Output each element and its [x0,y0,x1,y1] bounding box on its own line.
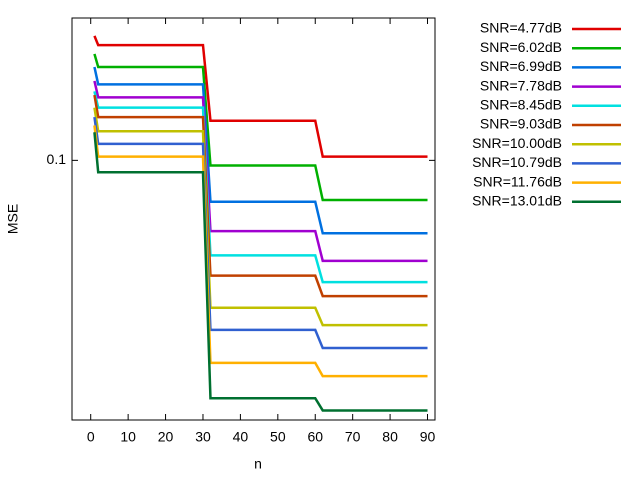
x-axis-label: n [254,456,262,472]
series-line [93,125,428,378]
x-tick-label: 60 [307,429,323,445]
x-tick-label: 50 [270,429,286,445]
plot-frame [71,17,436,421]
x-tick-label: 80 [382,429,398,445]
legend-label: SNR=11.76dB [473,173,562,189]
legend-label: SNR=6.99dB [480,58,562,74]
legend-label: SNR=10.79dB [472,154,562,170]
series-line [93,53,428,202]
legend-label: SNR=9.03dB [480,116,562,132]
legend-label: SNR=8.45dB [480,97,562,113]
x-tick-label: 70 [345,429,361,445]
legend-label: SNR=10.00dB [472,135,562,151]
series-line [93,66,428,235]
legend-label: SNR=4.77dB [480,20,562,36]
y-axis-label: MSE [5,204,21,234]
series-line [93,94,428,298]
x-tick-label: 10 [120,429,136,445]
x-tick-label: 0 [87,429,95,445]
x-tick-label: 20 [158,429,174,445]
legend-label: SNR=13.01dB [472,193,562,209]
legend-label: SNR=7.78dB [480,77,562,93]
series-line [93,132,428,412]
series-line [93,35,428,158]
x-tick-label: 40 [233,429,249,445]
legend-label: SNR=6.02dB [480,39,562,55]
series-line [93,107,428,327]
x-tick-label: 90 [420,429,436,445]
x-tick-label: 30 [195,429,211,445]
y-tick-label: 0.1 [47,151,67,167]
